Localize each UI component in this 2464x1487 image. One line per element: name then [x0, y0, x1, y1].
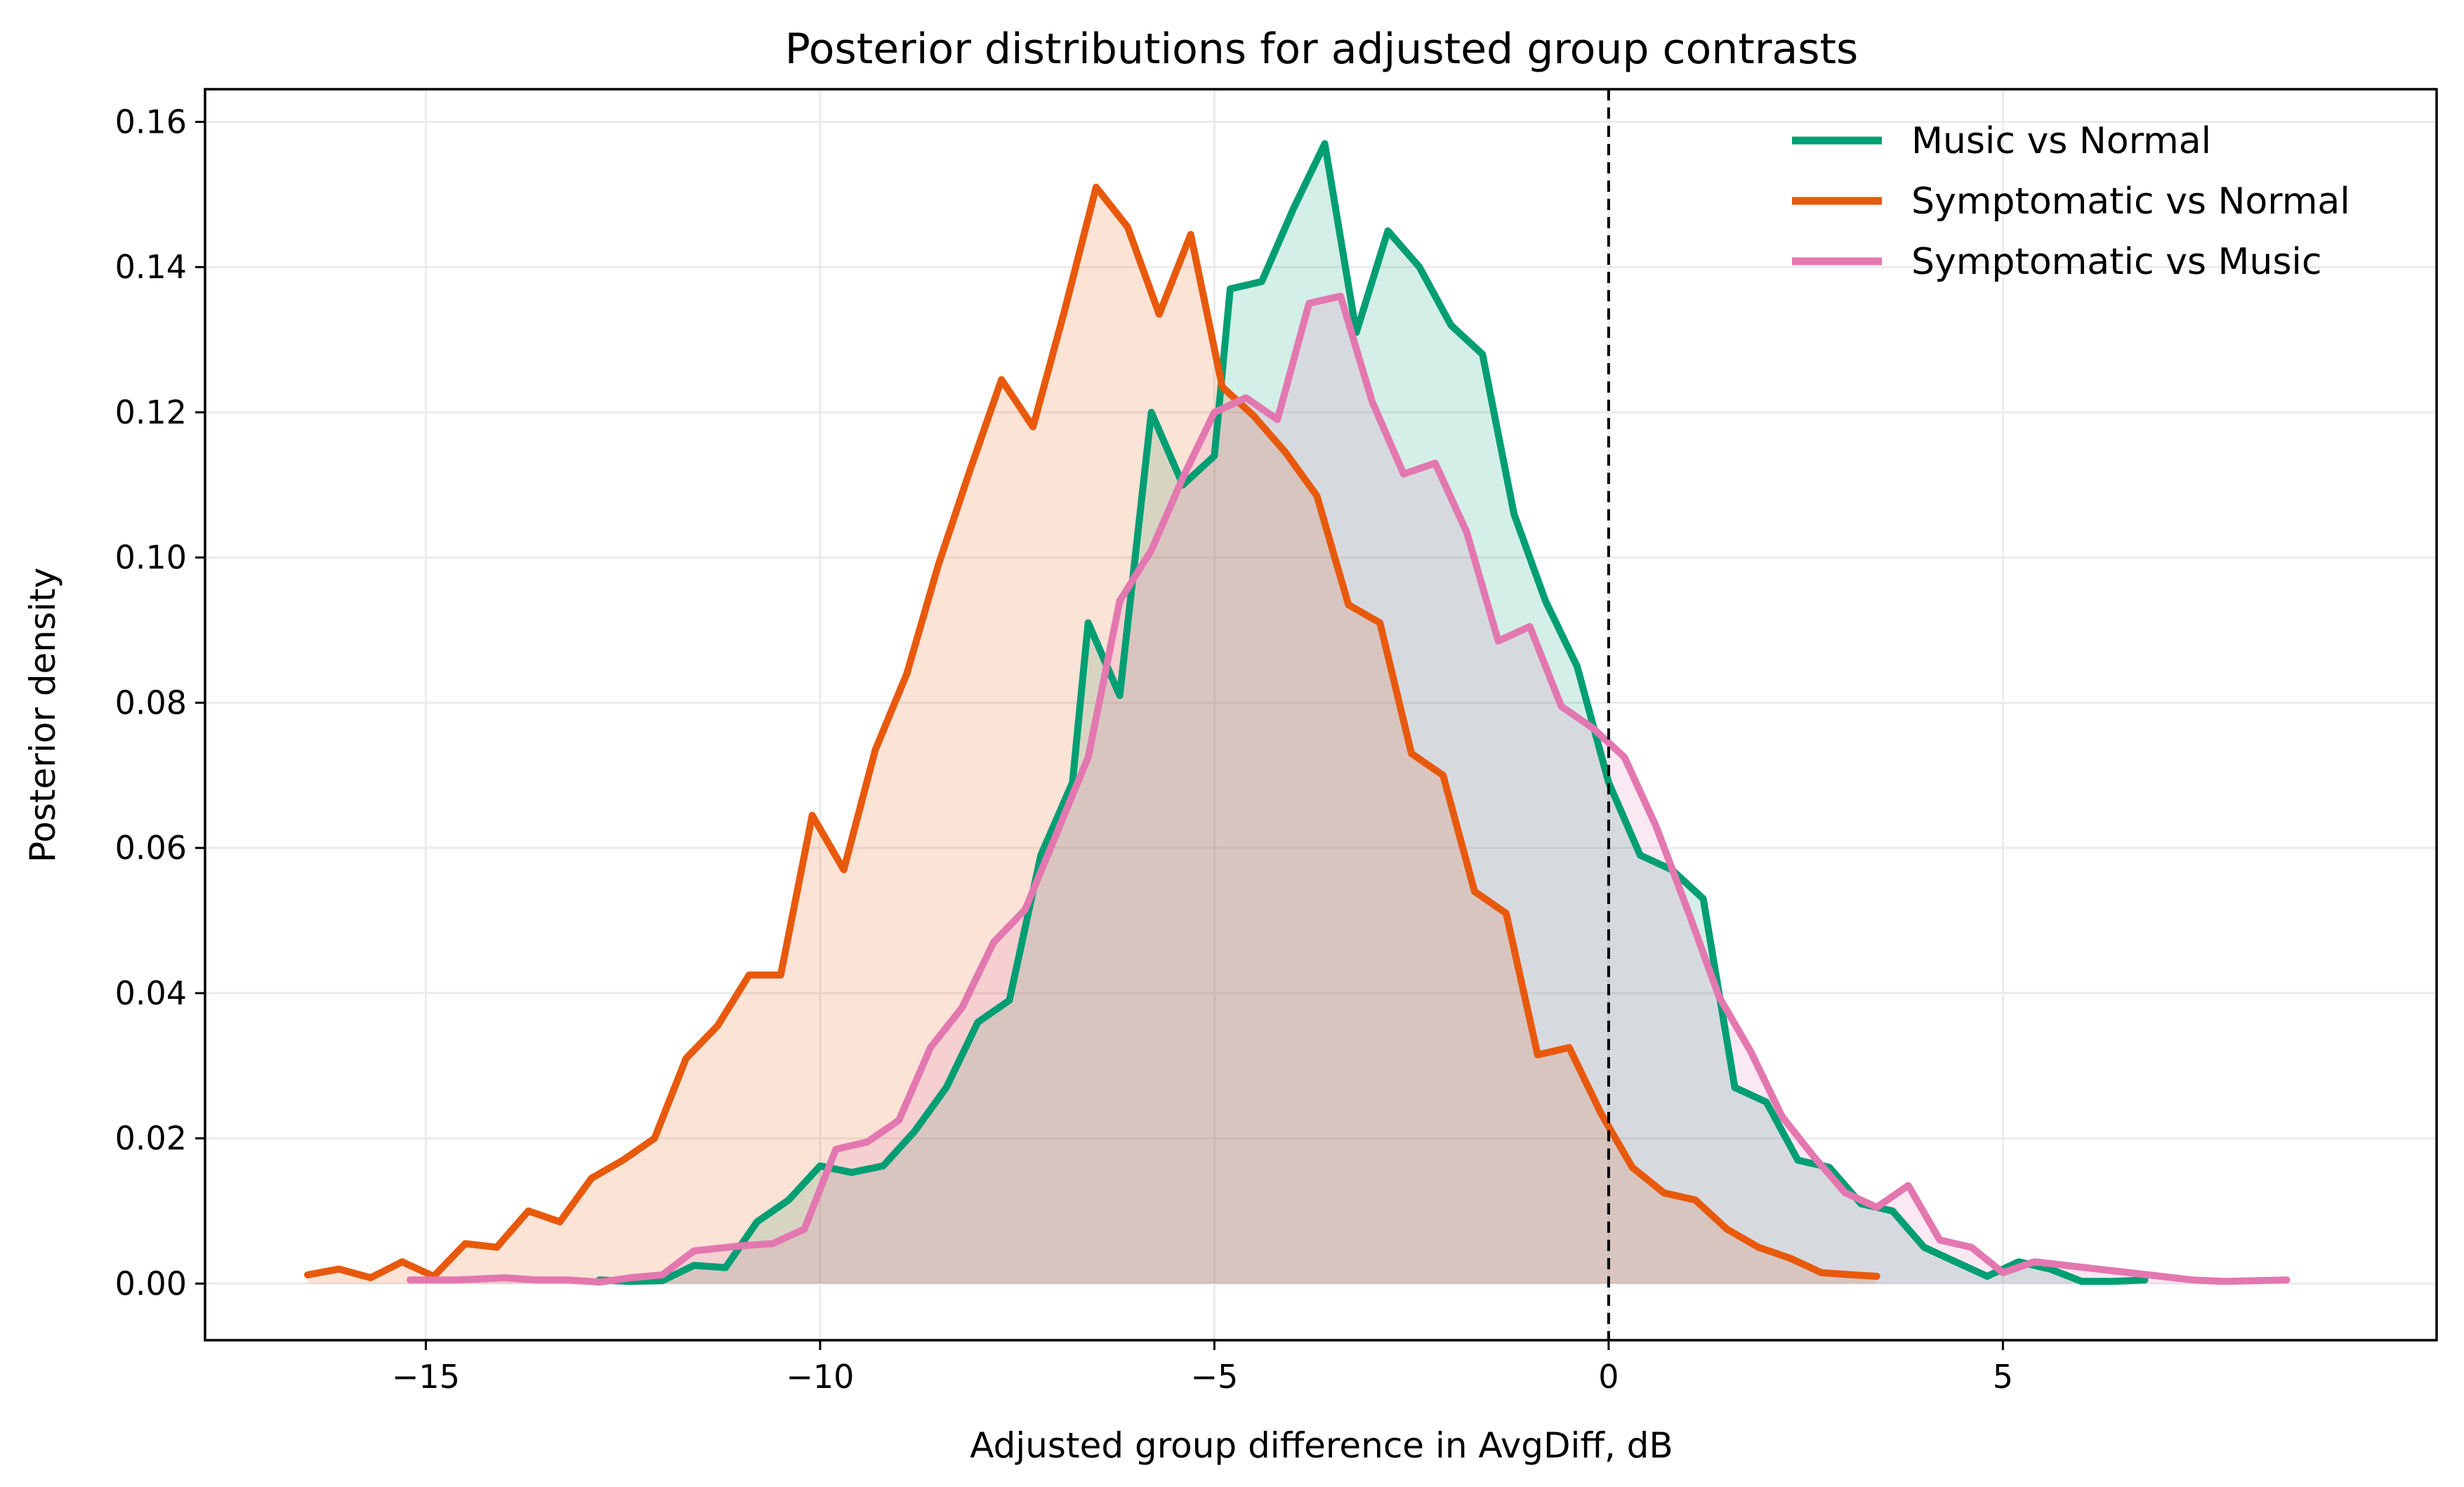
line-music-vs-normal [595, 140, 2149, 1285]
y-tick-label: 0.10 [115, 539, 187, 577]
series-lines [304, 140, 2291, 1286]
y-tick-label: 0.08 [115, 683, 187, 721]
axis-ticks: −15 −10 −5 0 5 0.00 0.02 0.04 0.06 0.08 0.10 0.12 0.… [115, 103, 2013, 1396]
legend-label-music-vs-normal: Music vs Normal [1911, 120, 2211, 162]
y-tick-label: 0.12 [115, 393, 187, 431]
x-axis-label: Adjusted group difference in AvgDiff, dB [970, 1425, 1673, 1466]
y-axis-label: Posterior density [22, 568, 63, 863]
x-tick-label: 0 [1598, 1358, 1619, 1396]
legend-label-symptomatic-vs-normal: Symptomatic vs Normal [1911, 181, 2350, 223]
grid-lines [205, 89, 2437, 1340]
line-symptomatic-vs-normal [304, 183, 1880, 1282]
y-tick-label: 0.06 [115, 829, 187, 867]
legend-label-symptomatic-vs-music: Symptomatic vs Music [1911, 241, 2321, 283]
y-tick-label: 0.04 [115, 974, 187, 1012]
x-tick-label: −10 [786, 1358, 854, 1396]
area-music-vs-normal [599, 143, 2145, 1284]
x-tick-label: −5 [1190, 1358, 1238, 1396]
chart-title: Posterior distributions for adjusted gro… [785, 25, 1859, 74]
y-tick-label: 0.16 [115, 103, 187, 141]
plot-frame [204, 88, 2438, 1342]
y-tick-label: 0.02 [115, 1120, 187, 1158]
line-symptomatic-vs-music [407, 292, 2291, 1286]
x-tick-label: −15 [392, 1358, 460, 1396]
area-symptomatic-vs-music [410, 296, 2287, 1284]
y-tick-label: 0.00 [115, 1264, 187, 1302]
x-tick-label: 5 [1993, 1358, 2013, 1396]
y-tick-label: 0.14 [115, 248, 187, 286]
legend: Music vs Normal Symptomatic vs Normal Symp… [1792, 120, 2350, 283]
